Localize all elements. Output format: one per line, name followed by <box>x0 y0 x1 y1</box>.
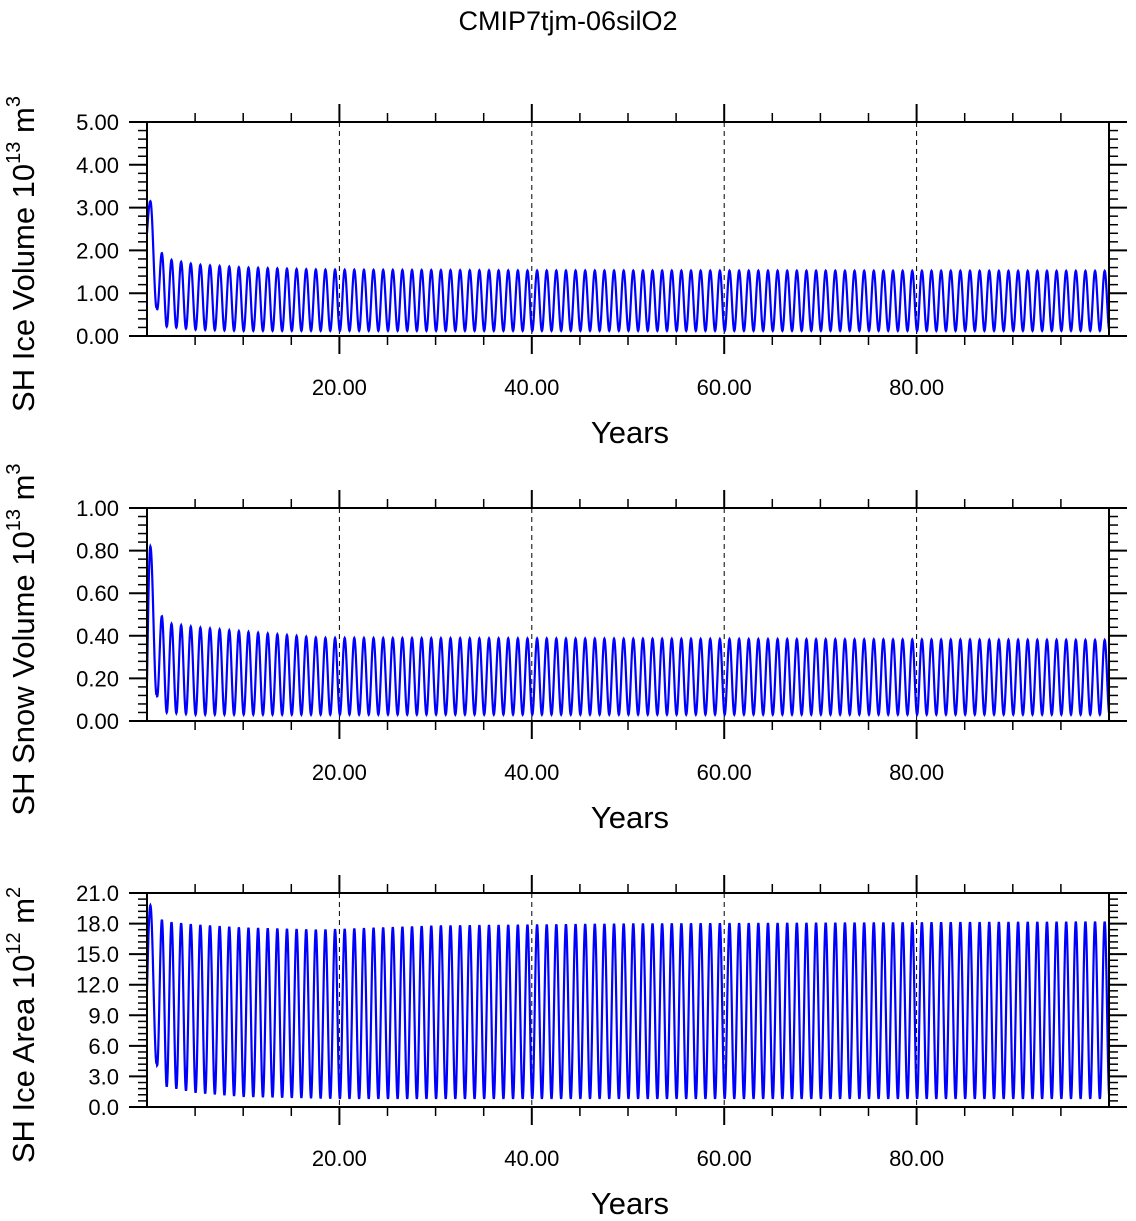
x-tick-label: 40.00 <box>504 760 559 785</box>
y-tick-label: 12.0 <box>76 973 119 998</box>
panel-3: 0.0 3.0 6.0 9.0 12.0 15.0 18.0 21.0 20.00 40.00 60… <box>3 875 1127 1221</box>
series-line <box>145 902 1111 1100</box>
plot-frame <box>146 507 1110 722</box>
y-tick-label: 15.0 <box>76 942 119 967</box>
x-tick-label: 20.00 <box>312 760 367 785</box>
y-tick-label: 9.0 <box>88 1003 119 1028</box>
x-axis-label: Years <box>591 415 669 450</box>
y-tick-label: 5.00 <box>76 110 119 135</box>
y-axis-label: SH Ice Area 1012 m2 <box>3 887 41 1163</box>
panel-2: 0.00 0.20 0.40 0.60 0.80 1.00 20.00 40.00 60.00 8… <box>3 463 1127 835</box>
y-tick-label: 0.20 <box>76 666 119 691</box>
x-tick-label: 60.00 <box>697 760 752 785</box>
y-tick-label: 0.0 <box>88 1095 119 1120</box>
y-tick-label: 0.80 <box>76 539 119 564</box>
x-tick-label: 80.00 <box>889 1146 944 1171</box>
panel-1: 0.00 1.00 2.00 3.00 4.00 5.00 20.00 40.00 60.00 8… <box>3 96 1127 450</box>
y-tick-label: 4.00 <box>76 153 119 178</box>
y-tick-label: 3.00 <box>76 196 119 221</box>
x-axis-label: Years <box>591 800 669 835</box>
x-tick-label: 80.00 <box>889 375 944 400</box>
series-line <box>145 543 1111 718</box>
y-tick-label: 6.0 <box>88 1034 119 1059</box>
x-tick-label: 80.00 <box>889 760 944 785</box>
y-tick-label: 0.00 <box>76 709 119 734</box>
y-tick-label: 21.0 <box>76 881 119 906</box>
plot-frame <box>146 121 1110 337</box>
series-line <box>145 199 1111 333</box>
y-tick-label: 0.00 <box>76 324 119 349</box>
y-tick-label: 18.0 <box>76 912 119 937</box>
y-tick-label: 3.0 <box>88 1064 119 1089</box>
y-axis-label: SH Snow Volume 1013 m3 <box>3 463 41 815</box>
x-tick-label: 40.00 <box>504 1146 559 1171</box>
x-tick-label: 20.00 <box>312 375 367 400</box>
y-tick-label: 2.00 <box>76 238 119 263</box>
y-tick-label: 0.40 <box>76 624 119 649</box>
x-tick-label: 40.00 <box>504 375 559 400</box>
y-tick-label: 1.00 <box>76 496 119 521</box>
y-tick-label: 1.00 <box>76 281 119 306</box>
x-axis-label: Years <box>591 1186 669 1221</box>
y-axis-label: SH Ice Volume 1013 m3 <box>3 96 41 412</box>
chart-title: CMIP7tjm-06silO2 <box>458 6 677 36</box>
y-tick-label: 0.60 <box>76 581 119 606</box>
x-tick-label: 60.00 <box>697 375 752 400</box>
x-tick-label: 60.00 <box>697 1146 752 1171</box>
x-tick-label: 20.00 <box>312 1146 367 1171</box>
